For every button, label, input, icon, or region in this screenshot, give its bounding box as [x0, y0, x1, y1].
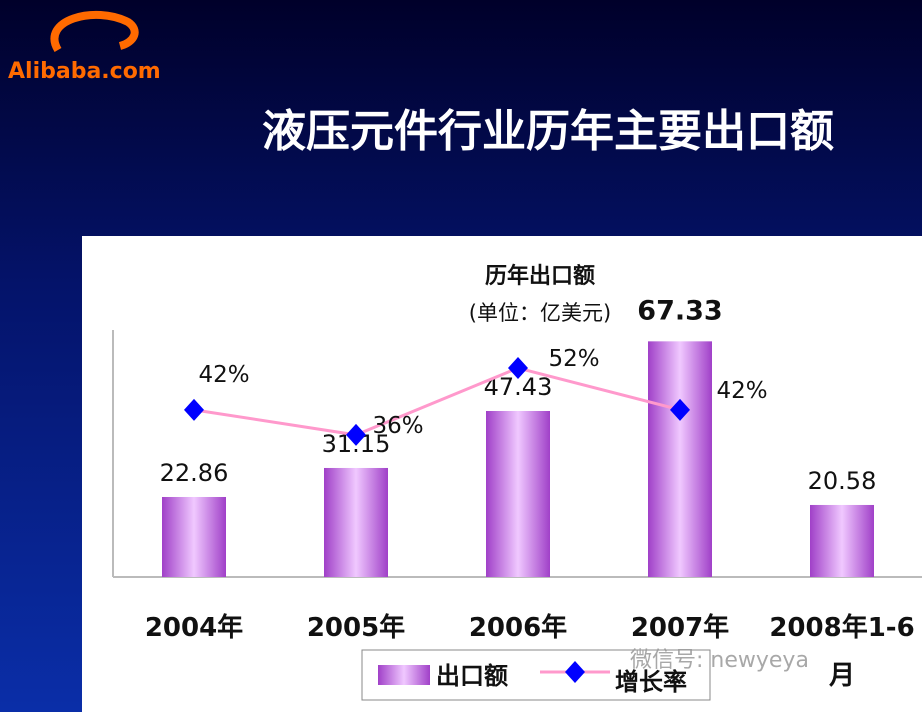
x-tick-label: 2007年 — [630, 613, 730, 643]
line-marker — [670, 398, 690, 421]
legend-box — [361, 649, 711, 701]
line-marker — [346, 423, 366, 446]
watermark: 微信号: newyeya — [630, 648, 809, 673]
legend-label: 增长率 — [615, 668, 687, 696]
x-tick-label: 2006年 — [468, 613, 568, 643]
bar-value-label: 20.58 — [808, 467, 877, 495]
line-value-label: 52% — [548, 346, 599, 372]
logo: Alibaba.com — [8, 10, 161, 84]
x-tick-label: 2005年 — [306, 613, 406, 643]
logo-swoosh — [50, 10, 139, 53]
chart-subtitle: (单位：亿美元) — [469, 301, 611, 325]
line-value-label: 42% — [198, 362, 249, 388]
bar-value-label: 22.86 — [160, 459, 229, 487]
bar-value-label: 67.33 — [637, 295, 722, 326]
legend-marker — [565, 661, 585, 683]
bar — [810, 504, 874, 577]
chart-title: 历年出口额 — [485, 263, 595, 289]
bar — [486, 410, 550, 577]
legend-label: 出口额 — [436, 662, 508, 690]
line-marker — [184, 398, 204, 421]
slide-title: 液压元件行业历年主要出口额 — [262, 106, 834, 157]
line-value-label: 36% — [372, 413, 423, 439]
x-tick-label: 2008年1-6月 — [769, 613, 915, 691]
bar — [162, 496, 226, 577]
bar — [648, 341, 712, 577]
line-value-label: 42% — [716, 378, 767, 404]
legend-swatch — [378, 665, 430, 685]
bar — [324, 467, 388, 577]
x-tick-label: 2004年 — [144, 613, 244, 643]
line-marker — [508, 357, 528, 380]
logo-text: Alibaba.com — [8, 59, 161, 84]
line — [193, 366, 681, 437]
